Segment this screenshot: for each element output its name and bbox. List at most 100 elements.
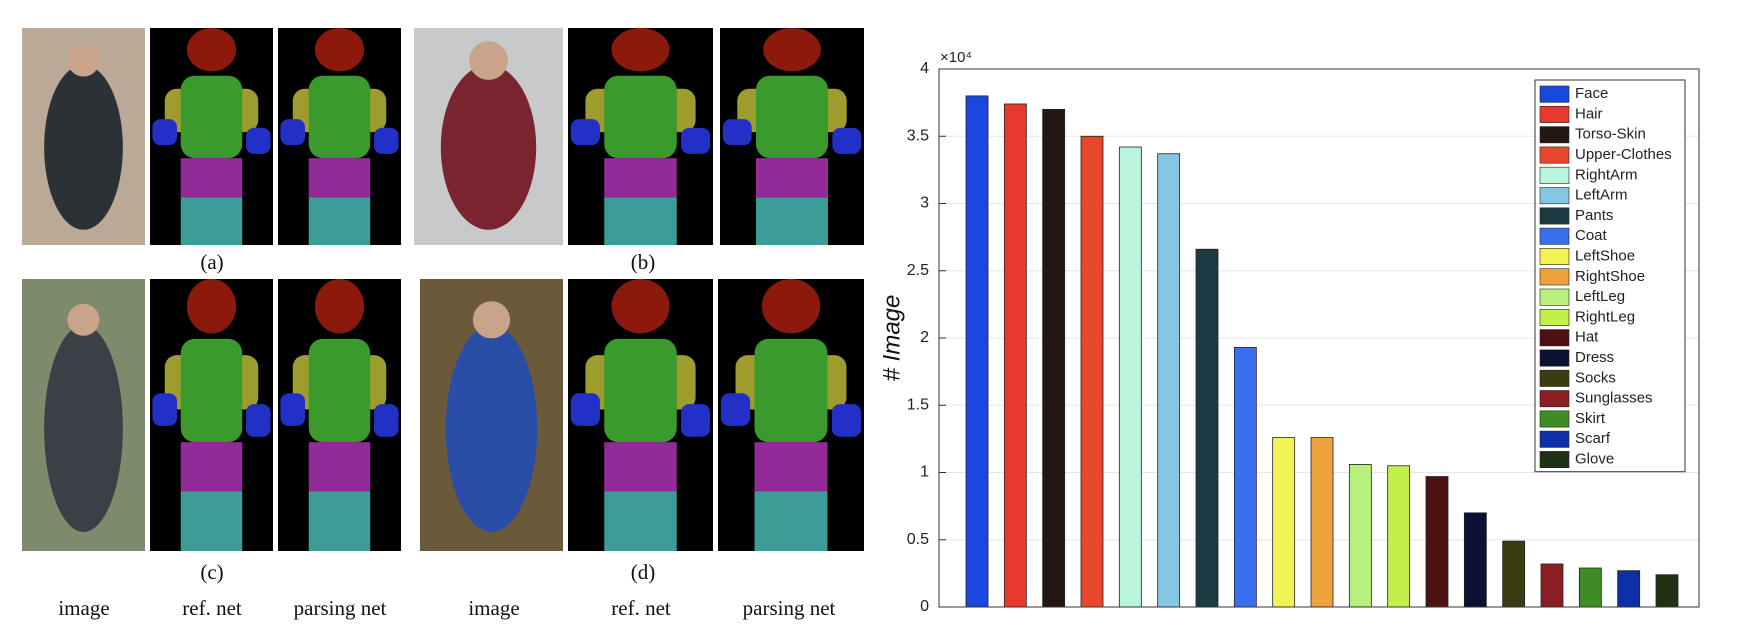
- caption: image: [468, 596, 519, 620]
- bar: [1195, 248, 1219, 608]
- mask-torso: [756, 75, 828, 159]
- photo-head: [67, 303, 100, 336]
- y-tick-label: 3.5: [907, 127, 929, 144]
- legend-swatch: [1539, 410, 1570, 428]
- mask-pants: [308, 442, 371, 492]
- legend-swatch: [1539, 106, 1570, 123]
- legend-swatch: [1539, 288, 1570, 306]
- photo-person: [44, 325, 123, 532]
- legend-label: Sunglasses: [1575, 390, 1653, 407]
- panel-label: (d): [631, 560, 656, 584]
- bar: [1348, 464, 1372, 608]
- y-tick-label: 4: [920, 60, 929, 77]
- mask-torso: [308, 75, 371, 159]
- mask-torso: [308, 338, 371, 443]
- legend-label: LeftShoe: [1575, 248, 1635, 265]
- bar: [1387, 465, 1411, 608]
- y-tick-label: 2: [920, 329, 929, 346]
- bar: [1003, 103, 1027, 608]
- mask-pants: [754, 442, 828, 492]
- bar: [965, 95, 989, 608]
- caption: ref. net: [611, 596, 671, 620]
- mask-hand: [570, 119, 600, 146]
- legend-label: LeftArm: [1575, 187, 1628, 204]
- mask-torso: [604, 338, 677, 443]
- y-axis-label: # Image: [878, 295, 905, 382]
- legend-label: Coat: [1575, 227, 1608, 244]
- mask-torso: [754, 338, 828, 443]
- bar: [1118, 146, 1142, 608]
- legend-label: Scarf: [1575, 430, 1611, 447]
- legend-label: Socks: [1575, 369, 1616, 386]
- y-tick-label: 0: [920, 598, 929, 615]
- mask-head: [314, 28, 365, 72]
- caption: image: [58, 596, 109, 620]
- mask-leg: [308, 491, 371, 551]
- legend-swatch: [1539, 390, 1570, 408]
- mask-head: [611, 279, 670, 334]
- panels: [22, 28, 864, 551]
- panel-label: (c): [200, 560, 223, 584]
- mask-pants: [604, 442, 677, 492]
- legend-swatch: [1539, 268, 1570, 286]
- mask-head: [314, 279, 365, 334]
- bar: [1233, 347, 1257, 608]
- legend-label: Upper-Clothes: [1575, 146, 1672, 163]
- photo-person: [445, 325, 538, 532]
- mask-hand: [152, 393, 178, 426]
- bar: [1272, 437, 1296, 608]
- legend-swatch: [1539, 451, 1570, 468]
- mask-leg: [180, 491, 243, 551]
- legend-label: Face: [1575, 85, 1608, 102]
- bar: [1463, 512, 1487, 608]
- mask-head: [186, 279, 237, 334]
- mask-torso: [180, 75, 243, 159]
- mask-hand: [722, 119, 752, 146]
- legend-swatch: [1539, 85, 1570, 103]
- mask-pants: [308, 158, 371, 198]
- bar: [1425, 476, 1449, 608]
- legend-label: Torso-Skin: [1575, 126, 1646, 143]
- legend-swatch: [1539, 146, 1570, 164]
- legend-swatch: [1539, 248, 1570, 265]
- mask-hand: [720, 393, 751, 426]
- legend-swatch: [1539, 349, 1570, 367]
- mask-leg: [308, 197, 371, 245]
- y-multiplier: ×10⁴: [940, 49, 972, 66]
- y-tick-label: 1.5: [907, 396, 929, 413]
- bar: [1042, 108, 1066, 608]
- bar: [1540, 563, 1564, 608]
- mask-leg: [754, 491, 828, 551]
- legend-swatch: [1539, 166, 1570, 184]
- mask-torso: [180, 338, 243, 443]
- legend-swatch: [1539, 187, 1570, 205]
- y-tick-label: 2.5: [907, 262, 929, 279]
- axes-frame: [938, 68, 1700, 608]
- legend-swatch: [1539, 308, 1570, 326]
- mask-head: [761, 279, 821, 334]
- bar: [1157, 153, 1181, 608]
- legend-swatch: [1539, 126, 1570, 144]
- bar: [1502, 540, 1526, 608]
- photo-head: [469, 41, 508, 80]
- mask-hand: [280, 393, 306, 426]
- y-tick-label: 3: [920, 195, 929, 212]
- mask-hand: [681, 404, 711, 437]
- y-tick-label: 0.5: [907, 531, 929, 548]
- legend-label: Skirt: [1575, 410, 1606, 427]
- bar: [1578, 567, 1602, 608]
- legend-swatch: [1539, 369, 1570, 387]
- mask-pants: [756, 158, 828, 198]
- mask-hand: [831, 404, 862, 437]
- photo-head: [472, 301, 511, 339]
- legend-swatch: [1539, 430, 1570, 448]
- caption: parsing net: [743, 596, 836, 620]
- bar: [1617, 570, 1641, 608]
- legend-label: Dress: [1575, 349, 1614, 366]
- mask-pants: [180, 442, 243, 492]
- mask-pants: [604, 158, 677, 198]
- bar: [1655, 574, 1679, 608]
- photo-head: [67, 44, 100, 77]
- y-tick-label: 1: [920, 464, 929, 481]
- mask-leg: [756, 197, 828, 245]
